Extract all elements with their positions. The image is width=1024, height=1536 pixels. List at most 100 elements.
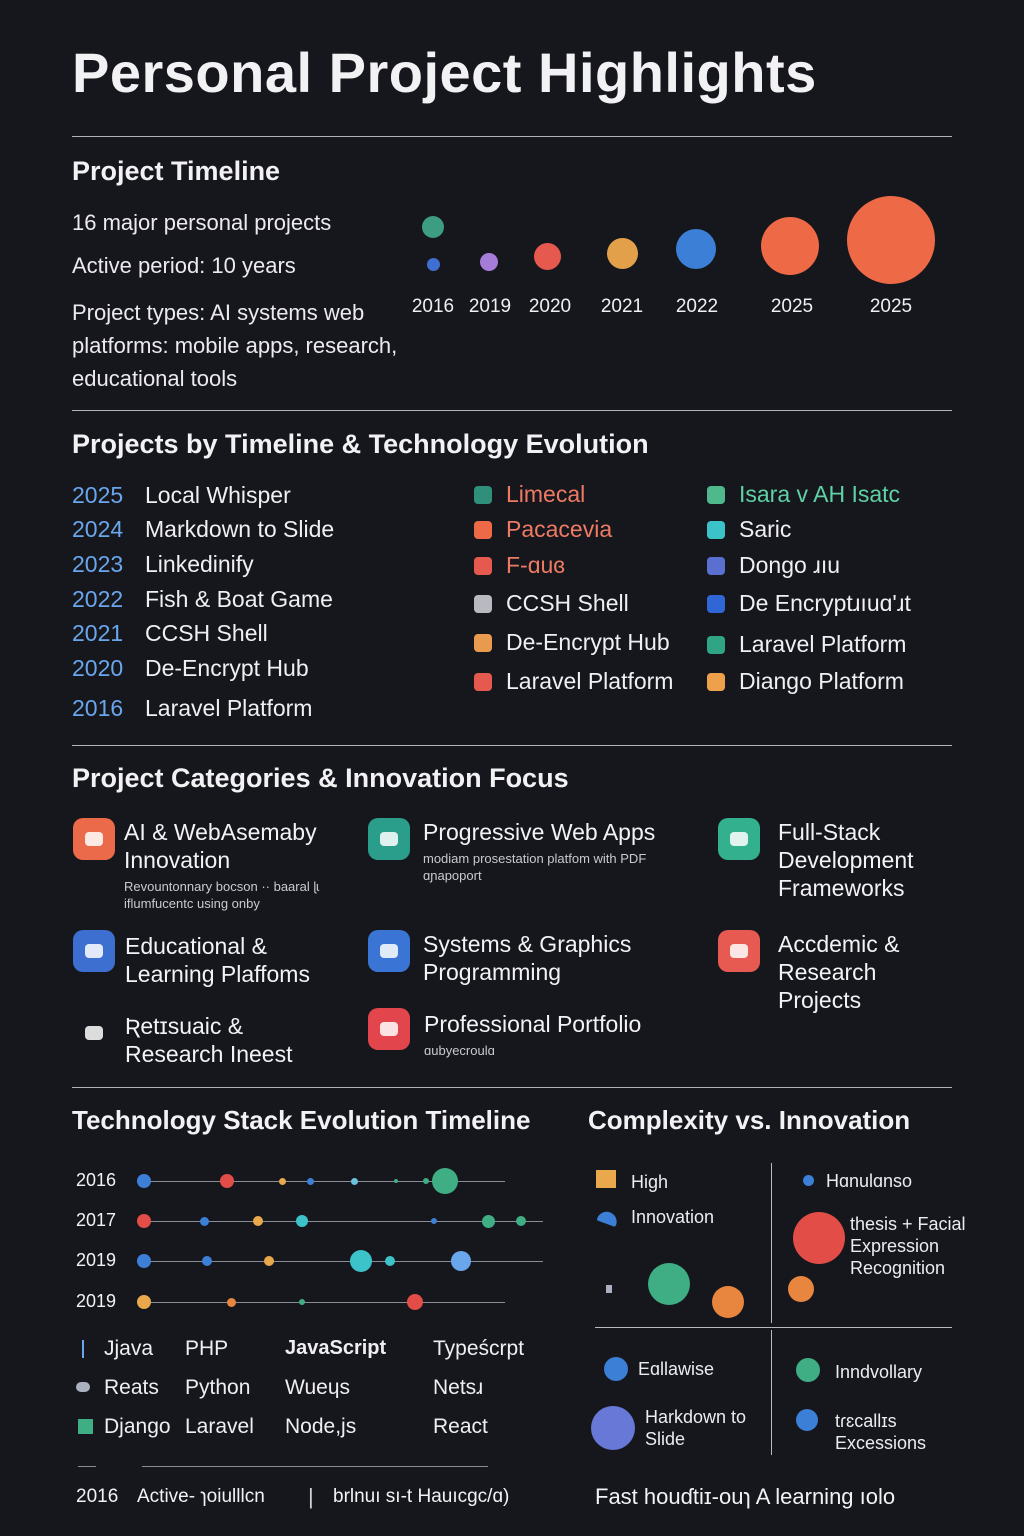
legend-label: Laravel Platform	[739, 631, 907, 657]
category-icon	[73, 818, 115, 860]
bubble	[803, 1175, 814, 1186]
quadrant-axis-h	[595, 1327, 952, 1328]
stack-dot	[296, 1215, 308, 1227]
q1-text: thesis + Facial Expression Recognition	[850, 1214, 966, 1278]
timeline-heading: Project Timeline	[72, 156, 281, 186]
stat-projects: 16 major personal projects	[72, 210, 332, 235]
legend-swatch-icon	[474, 556, 492, 575]
legend-swatch-icon	[707, 594, 725, 613]
timeline-year-label: 2020	[528, 296, 572, 317]
category-glyph-icon	[380, 1022, 398, 1036]
category-title: Accdemic & Research Projects	[778, 931, 900, 1013]
quadrant-axis-v	[771, 1330, 772, 1455]
timeline-year-label: 2021	[600, 296, 644, 317]
stack-dot	[220, 1174, 234, 1188]
innovation-legend-icon	[596, 1208, 620, 1228]
category-icon	[73, 930, 115, 972]
timeline-bubble	[847, 196, 935, 284]
divider	[72, 136, 952, 137]
tech-label: Python	[185, 1376, 251, 1399]
legend-label: F-ɑuɞ	[506, 552, 565, 578]
timeline-bubble	[480, 253, 498, 271]
category-glyph-icon	[380, 944, 398, 958]
legend-label: Saric	[739, 516, 792, 542]
tech-label: JavaScript	[285, 1337, 387, 1359]
stack-dot	[481, 1214, 495, 1228]
legend-label: Limecal	[506, 481, 586, 507]
stack-dot	[264, 1256, 274, 1266]
legend-label: Diango Platform	[739, 668, 904, 694]
category-title: Educational & Learning Plaffoms	[125, 933, 310, 987]
stack-dot	[137, 1295, 151, 1309]
legend-item: Saric	[707, 516, 791, 543]
divider	[72, 745, 952, 746]
timeline-bubble	[761, 217, 819, 275]
timeline-year-label: 2019	[468, 296, 512, 317]
legend-item: Diango Platform	[707, 668, 904, 695]
tech-label: React	[433, 1415, 488, 1438]
legend-item: Limecal	[474, 481, 585, 508]
tech-label: Laravel	[185, 1415, 254, 1438]
legend-label: Pacacevia	[506, 516, 613, 542]
bubble	[796, 1409, 818, 1431]
q3-text: Harkdown to Slide	[645, 1407, 747, 1449]
quadrant-axis-v	[771, 1163, 772, 1323]
divider	[72, 410, 952, 411]
category-title: Full-Stack Development Frameworks	[778, 819, 914, 901]
stack-row-line	[150, 1221, 543, 1222]
marker-icon	[606, 1285, 612, 1293]
stack-dot	[137, 1254, 151, 1268]
category-title: AI & WebAsemaby Innovation	[124, 819, 317, 873]
complexity-footer: Fast houɗtiɪ-ouɿ A learning ıolo	[595, 1484, 896, 1509]
stat-types: Project types: AI systems web platforms:…	[72, 300, 398, 391]
q4-label: Inndvollary	[835, 1362, 923, 1382]
stack-dot	[202, 1256, 212, 1266]
tech-label: Wueɥs	[285, 1376, 350, 1399]
stack-dot	[432, 1168, 458, 1194]
legend-swatch-icon	[707, 520, 725, 539]
timeline-bubble	[606, 237, 638, 269]
stack-dot	[199, 1216, 209, 1226]
complexity-heading: Complexity vs. Innovation	[588, 1105, 911, 1135]
category-subtitle: ɑubyecroulɑ	[424, 1043, 495, 1058]
stack-dot	[226, 1297, 236, 1307]
legend-high: High	[631, 1172, 669, 1192]
category-subtitle: Revountonnary bocson ·· baaral ɭɩ iflumf…	[124, 879, 320, 911]
project-name: CCSH Shell	[145, 620, 268, 646]
tech-label: Django	[104, 1415, 171, 1438]
django-icon	[78, 1419, 93, 1434]
legend-item: De Encryptɹıuɑ'ɹt	[707, 590, 911, 617]
legend-label: De-Encrypt Hub	[506, 629, 670, 655]
tech-label: Netsɹ	[433, 1376, 484, 1399]
project-year: 2023	[72, 551, 124, 577]
stack-row-line	[150, 1261, 543, 1262]
legend-innovation: Innovation	[631, 1207, 715, 1227]
bubble	[648, 1263, 690, 1305]
legend-item: CCSH Shell	[474, 590, 629, 617]
category-icon	[368, 930, 410, 972]
stack-footer-note: brlnuı sı-t Hauıcgc/ɑ)	[333, 1486, 510, 1507]
bubble	[793, 1212, 845, 1264]
stack-row-year: 2016	[76, 1170, 117, 1190]
project-name: Local Whisper	[145, 482, 291, 508]
legend-item: Pacacevia	[474, 516, 612, 543]
category-glyph-icon	[85, 944, 103, 958]
category-subtitle: modiam prosestation platfom with PDF ɑɲa…	[423, 851, 647, 883]
bubble	[604, 1357, 628, 1381]
category-title: Progressive Web Apps	[423, 819, 656, 845]
divider	[72, 1087, 952, 1088]
legend-item: Laravel Platform	[474, 668, 673, 695]
timeline-bubble	[676, 229, 716, 269]
category-glyph-icon	[85, 832, 103, 846]
project-year: 2022	[72, 586, 124, 612]
tech-label: Reats	[104, 1376, 159, 1399]
stack-heading: Technology Stack Evolution Timeline	[72, 1105, 531, 1135]
category-icon	[718, 818, 760, 860]
stack-row-year: 2019	[76, 1250, 117, 1270]
legend-label: Dongo ɹıu	[739, 552, 841, 578]
legend-swatch-icon	[707, 635, 725, 654]
category-icon	[718, 930, 760, 972]
legend-swatch-icon	[474, 594, 492, 613]
stack-dot	[407, 1294, 423, 1310]
category-icon	[368, 818, 410, 860]
